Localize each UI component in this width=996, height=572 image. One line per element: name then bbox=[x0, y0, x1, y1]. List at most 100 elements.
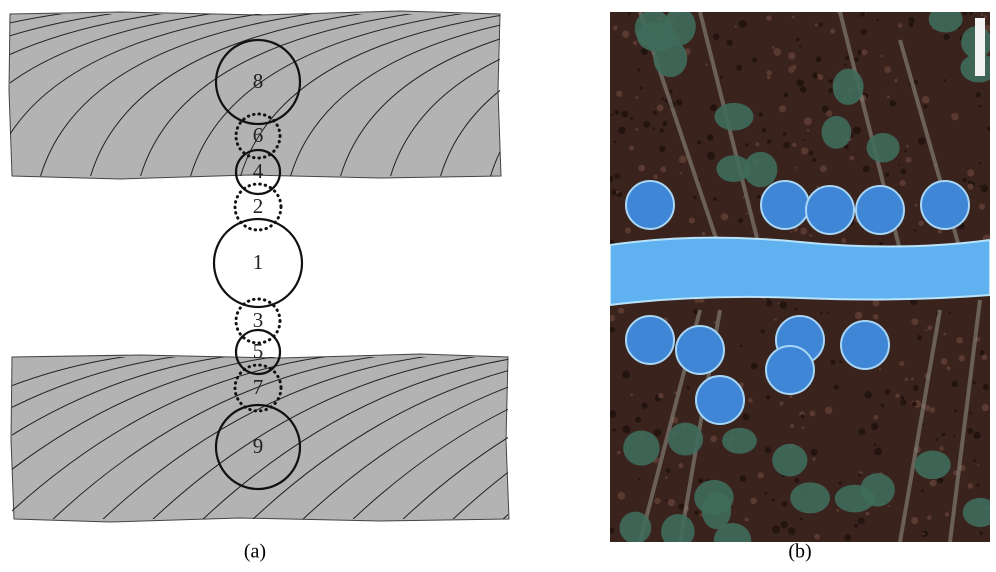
speckle bbox=[792, 15, 795, 18]
speckle bbox=[740, 475, 746, 481]
speckle bbox=[613, 428, 616, 431]
speckle bbox=[705, 63, 707, 65]
speckle bbox=[662, 97, 665, 100]
speckle bbox=[665, 476, 668, 479]
grain bbox=[772, 444, 807, 477]
speckle bbox=[801, 148, 808, 155]
speckle bbox=[930, 407, 935, 412]
speckle bbox=[951, 380, 958, 387]
speckle bbox=[978, 185, 980, 187]
speckle bbox=[797, 79, 804, 86]
speckle bbox=[925, 329, 927, 331]
speckle bbox=[652, 127, 655, 130]
blue-particle bbox=[921, 181, 969, 229]
speckle bbox=[772, 46, 775, 49]
speckle bbox=[954, 410, 957, 413]
blue-particle bbox=[696, 376, 744, 424]
speckle bbox=[863, 165, 870, 172]
speckle bbox=[782, 501, 788, 507]
speckle bbox=[804, 117, 812, 125]
speckle bbox=[800, 228, 807, 235]
speckle bbox=[914, 80, 918, 84]
speckle bbox=[713, 33, 720, 40]
speckle bbox=[629, 146, 634, 151]
speckle bbox=[943, 79, 946, 82]
speckle bbox=[860, 11, 865, 16]
speckle bbox=[853, 126, 861, 134]
speckle bbox=[855, 312, 863, 320]
speckle bbox=[944, 34, 950, 40]
speckle bbox=[800, 518, 803, 521]
speckle bbox=[745, 143, 748, 146]
speckle bbox=[783, 93, 788, 98]
speckle bbox=[744, 517, 748, 521]
speckle bbox=[758, 112, 762, 116]
speckle bbox=[968, 180, 972, 184]
speckle bbox=[841, 238, 846, 243]
speckle bbox=[921, 489, 924, 492]
circle-label: 3 bbox=[253, 308, 264, 332]
speckle bbox=[689, 218, 695, 224]
speckle bbox=[633, 41, 637, 45]
grain bbox=[822, 116, 852, 149]
grain bbox=[661, 514, 694, 549]
blue-particle bbox=[761, 181, 809, 229]
speckle bbox=[888, 505, 890, 507]
speckle bbox=[764, 492, 767, 495]
speckle bbox=[898, 23, 902, 27]
speckle bbox=[860, 29, 866, 35]
speckle bbox=[796, 38, 800, 42]
speckle bbox=[612, 114, 614, 116]
blue-particle bbox=[856, 186, 904, 234]
speckle bbox=[911, 378, 914, 381]
speckle bbox=[765, 447, 771, 453]
speckle bbox=[923, 105, 927, 109]
speckle bbox=[800, 86, 807, 93]
speckle bbox=[968, 483, 974, 489]
grain bbox=[860, 473, 895, 506]
speckle bbox=[973, 459, 976, 462]
speckle bbox=[628, 12, 631, 15]
speckle bbox=[876, 18, 879, 21]
speckle bbox=[795, 166, 797, 168]
speckle bbox=[707, 134, 713, 140]
speckle bbox=[710, 435, 717, 442]
speckle bbox=[885, 173, 889, 177]
speckle bbox=[977, 464, 979, 466]
speckle bbox=[783, 142, 790, 149]
speckle bbox=[780, 402, 784, 406]
speckle bbox=[918, 137, 926, 145]
grain bbox=[914, 450, 950, 479]
speckle bbox=[680, 172, 682, 174]
speckle bbox=[973, 381, 976, 384]
speckle bbox=[616, 91, 622, 97]
speckle bbox=[802, 426, 805, 429]
speckle bbox=[899, 180, 905, 186]
speckle bbox=[767, 70, 772, 75]
speckle bbox=[894, 79, 897, 82]
speckle bbox=[830, 28, 835, 33]
speckle bbox=[660, 166, 666, 172]
speckle bbox=[791, 231, 793, 233]
speckle bbox=[927, 515, 931, 519]
speckle bbox=[752, 57, 757, 62]
grain bbox=[929, 6, 963, 33]
speckle bbox=[911, 517, 918, 524]
speckle bbox=[721, 213, 728, 220]
speckle bbox=[978, 162, 981, 165]
speckle bbox=[614, 110, 619, 115]
grain bbox=[833, 69, 864, 105]
bond-line bbox=[610, 238, 990, 305]
speckle bbox=[885, 389, 891, 395]
speckle bbox=[873, 314, 879, 320]
circle-label: 2 bbox=[253, 194, 264, 218]
speckle bbox=[915, 204, 918, 207]
speckle bbox=[858, 517, 865, 524]
speckle bbox=[937, 229, 941, 233]
speckle bbox=[678, 463, 683, 468]
circle-label: 4 bbox=[253, 159, 264, 183]
speckle bbox=[803, 139, 805, 141]
speckle bbox=[748, 398, 753, 403]
speckle bbox=[799, 45, 802, 48]
speckle bbox=[865, 391, 872, 398]
